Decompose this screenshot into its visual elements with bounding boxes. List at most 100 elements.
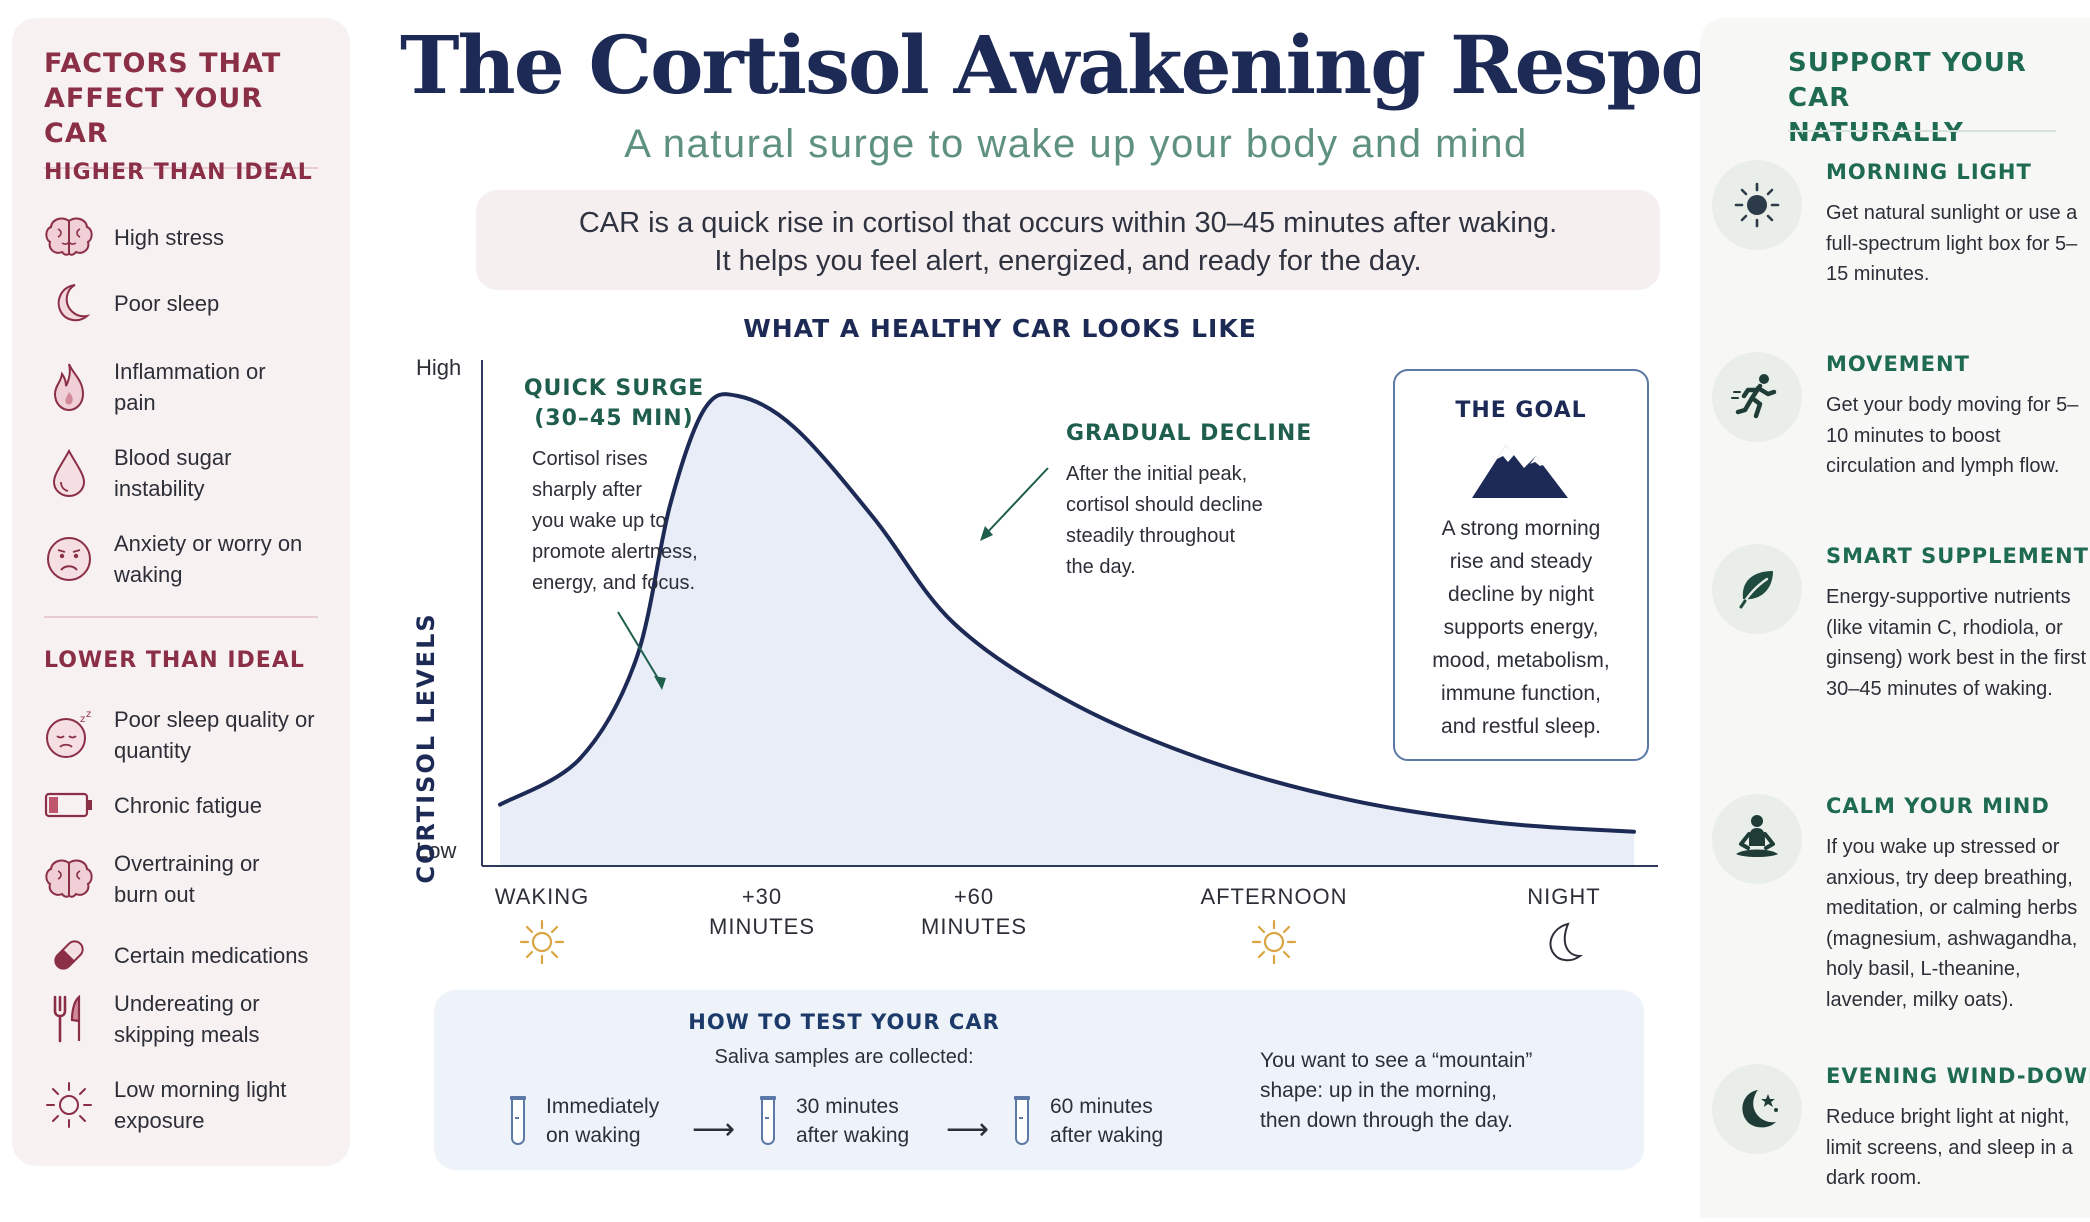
sample-step: 60 minutes after waking [1012, 1092, 1163, 1150]
surge-text: energy, and focus. [532, 572, 695, 594]
leaf-icon [1712, 544, 1802, 634]
drop-icon [44, 448, 94, 498]
factor-item: Low morning light exposure [44, 1074, 294, 1136]
goal-text: decline by night [1448, 583, 1594, 606]
goal-box: THE GOAL A strong morning rise and stead… [1393, 369, 1649, 761]
surge-text: sharply after [532, 479, 642, 501]
surge-text: Cortisol rises [532, 448, 648, 470]
brain-icon [44, 854, 94, 904]
decline-text: cortisol should decline [1066, 494, 1263, 516]
intro-line: CAR is a quick rise in cortisol that occ… [578, 207, 1558, 239]
surge-heading: (30–45 MIN) [534, 406, 694, 431]
support-heading: MOVEMENT [1826, 352, 1970, 376]
decline-annotation: GRADUAL DECLINE After the initial peak, … [980, 421, 1312, 578]
lower-heading: LOWER THAN IDEAL [44, 648, 305, 673]
moon-icon [44, 278, 94, 328]
page-subtitle: A natural surge to wake up your body and… [624, 122, 1528, 166]
factor-text: Undereating or skipping meals [114, 991, 260, 1047]
pill-icon [44, 930, 94, 980]
factor-text: Chronic fatigue [114, 792, 262, 818]
factor-item: Chronic fatigue [44, 780, 344, 830]
support-text: Get natural sunlight or use a full-spect… [1826, 202, 2078, 285]
goal-text: supports energy, [1444, 616, 1599, 639]
x-tick-label: +30 [742, 884, 782, 909]
surge-text: you wake up to [532, 510, 667, 532]
x-tick-label: MINUTES [921, 914, 1027, 939]
x-tick-label: MINUTES [709, 914, 815, 939]
factor-text: Poor sleep quality or quantity [114, 707, 315, 763]
goal-heading: THE GOAL [1455, 398, 1586, 423]
surge-text: promote alertness, [532, 541, 698, 563]
divider [44, 167, 318, 169]
surge-arrowhead [654, 676, 666, 690]
factor-item: Overtraining or burn out [44, 848, 274, 910]
low-battery-icon [44, 780, 94, 830]
moon-icon [1549, 922, 1583, 962]
intro-line: It helps you feel alert, energized, and … [714, 245, 1422, 277]
test-tube-icon [510, 1096, 526, 1145]
decline-arrow [983, 467, 1049, 537]
decline-text: the day. [1066, 556, 1136, 578]
goal-frame [1393, 369, 1649, 761]
higher-heading: HIGHER THAN IDEAL [44, 160, 313, 185]
factor-item: Poor sleep [44, 278, 344, 328]
sun-icon [1712, 160, 1802, 250]
factor-item: Anxiety or worry on waking [44, 528, 304, 590]
curve-area [500, 394, 1634, 866]
worried-face-icon [44, 534, 94, 584]
factor-text: Poor sleep [114, 290, 220, 316]
factor-text: Blood sugar instability [114, 445, 232, 501]
decline-arrowhead [980, 526, 993, 541]
sample-step: 30 minutes after waking [758, 1092, 909, 1150]
factor-item: High stress [44, 212, 344, 262]
factor-text: Inflammation or pain [114, 359, 266, 415]
chart-title: WHAT A HEALTHY CAR LOOKS LIKE [743, 314, 1257, 343]
support-text: Energy-supportive nutrients (like vitami… [1826, 586, 2087, 700]
x-tick-label: NIGHT [1527, 884, 1600, 909]
surge-arrow [617, 611, 663, 686]
sample-text: Immediately on waking [546, 1095, 660, 1147]
arrow-right-icon: ⟶ [692, 1113, 736, 1146]
divider [44, 616, 318, 618]
y-axis-label: CORTISOL LEVELS [412, 612, 440, 883]
y-tick-low: Low [416, 838, 456, 863]
decline-heading: GRADUAL DECLINE [1066, 421, 1312, 446]
svg-text:z: z [86, 710, 91, 720]
svg-text:z: z [80, 714, 85, 725]
goal-text: immune function, [1441, 682, 1601, 705]
test-note: You want to see a “mountain” shape: up i… [1260, 1049, 1533, 1132]
sun-icon [44, 1080, 94, 1130]
page-title: The Cortisol Awakening Response (CAR) [400, 18, 2090, 112]
x-tick-label: WAKING [495, 884, 589, 909]
factors-panel: FACTORS THAT AFFECT YOUR CAR HIGHER THAN… [12, 18, 350, 1166]
support-text: If you wake up stressed or anxious, try … [1826, 836, 2078, 1011]
goal-text: mood, metabolism, [1432, 649, 1609, 672]
test-tube-icon [1014, 1096, 1030, 1145]
x-tick-label: AFTERNOON [1200, 884, 1347, 909]
mountain-icon [1472, 445, 1568, 498]
running-person-icon [1712, 352, 1802, 442]
test-heading: HOW TO TEST YOUR CAR [688, 1010, 1000, 1034]
car-chart: High Low CORTISOL LEVELS QUICK SURGE (30… [412, 355, 1658, 965]
decline-text: After the initial peak, [1066, 463, 1247, 485]
y-tick-high: High [416, 355, 461, 380]
sample-step: Immediately on waking [508, 1092, 659, 1150]
support-heading: CALM YOUR MIND [1826, 794, 2050, 818]
intro-box: CAR is a quick rise in cortisol that occ… [476, 190, 1660, 290]
test-tube-icon [760, 1096, 776, 1145]
goal-text: and restful sleep. [1441, 715, 1601, 738]
divider [1788, 130, 2056, 132]
factor-text: Overtraining or burn out [114, 851, 260, 907]
sample-text: 60 minutes after waking [1050, 1095, 1164, 1147]
fork-knife-icon [44, 994, 94, 1044]
support-title: SUPPORT YOUR CAR NATURALLY [1788, 48, 2027, 148]
factor-text: Anxiety or worry on waking [114, 531, 303, 587]
support-heading: EVENING WIND-DOWN [1826, 1064, 2090, 1088]
factor-text: High stress [114, 224, 225, 250]
factor-item: Certain medications [44, 930, 354, 980]
support-text: Reduce bright light at night, limit scre… [1826, 1106, 2073, 1189]
meditation-icon [1712, 794, 1802, 884]
support-text: Get your body moving for 5–10 minutes to… [1826, 394, 2079, 477]
support-panel: SUPPORT YOUR CAR NATURALLY MORNING LIGHT… [1700, 18, 2090, 1218]
decline-text: steadily throughout [1066, 525, 1235, 547]
